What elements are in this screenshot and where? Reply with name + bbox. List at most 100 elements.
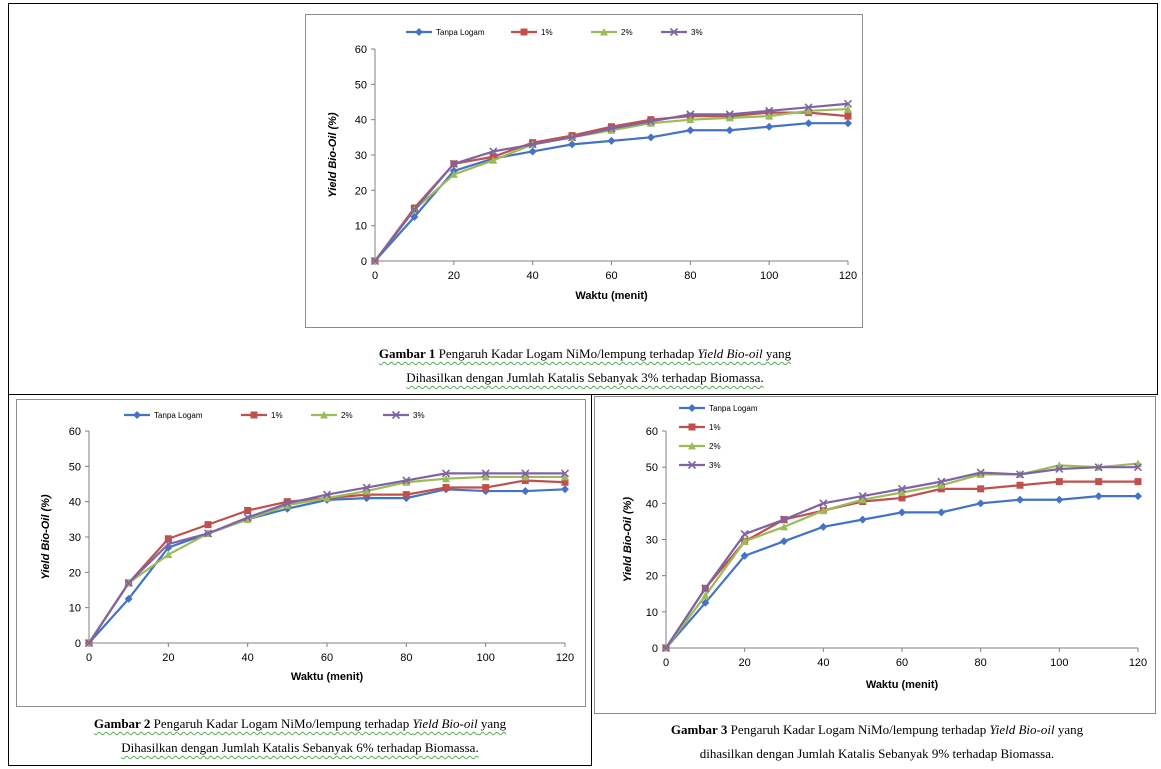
data-point	[164, 550, 173, 559]
data-point	[402, 478, 411, 486]
data-point	[1133, 463, 1143, 472]
data-point	[489, 147, 498, 156]
legend: Tanpa Logam 1% 2% 3%	[679, 404, 758, 470]
legend-label: Tanpa Logam	[154, 411, 203, 420]
data-point	[1134, 492, 1142, 501]
legend-marker	[687, 460, 697, 470]
data-point	[521, 487, 530, 496]
data-point	[322, 490, 332, 499]
y-tick-label: 20	[69, 567, 81, 579]
x-axis-title: Waktu (menit)	[291, 671, 364, 683]
data-point	[568, 140, 577, 149]
data-point	[725, 126, 734, 135]
series-3	[370, 99, 853, 266]
figure-frame-bottom-left	[8, 394, 592, 766]
data-point	[844, 112, 852, 120]
series-3	[84, 469, 570, 648]
data-point	[528, 140, 537, 149]
legend: Tanpa Logam 1% 2% 3%	[406, 27, 703, 37]
legend-marker	[415, 28, 423, 36]
data-point	[560, 469, 570, 478]
x-tick-label: 120	[556, 652, 574, 664]
x-tick-label: 120	[839, 270, 857, 282]
legend-marker	[600, 28, 608, 36]
chart-1-svg: 0 10 20 30 40 50 60 0 20 40 60 80 100 120 Waktu (menit…	[327, 27, 857, 302]
caption-1-label: Gambar 1	[378, 346, 436, 361]
data-point	[203, 529, 213, 538]
caption-1-line-1: Gambar 1 Pengaruh Kadar Logam NiMo/lempu…	[305, 342, 865, 366]
y-tick-label: 40	[646, 498, 658, 510]
data-point	[686, 126, 695, 135]
x-tick-label: 100	[1050, 657, 1068, 669]
series-line	[88, 479, 566, 644]
data-point	[607, 136, 616, 145]
series-3	[661, 463, 1143, 653]
data-point	[780, 522, 788, 531]
data-point	[1055, 478, 1063, 486]
caption-3-line-2: dihasilkan dengan Jumlah Katalis Sebanya…	[596, 742, 1158, 766]
x-tick-label: 0	[663, 657, 669, 669]
data-point	[1055, 464, 1064, 474]
chart-1: 0 10 20 30 40 50 60 0 20 40 60 80 100 120 Waktu (menit…	[305, 14, 863, 328]
data-point	[646, 133, 655, 142]
data-point	[164, 540, 173, 549]
x-tick-label: 40	[527, 270, 539, 282]
series-0	[662, 492, 1142, 652]
series-line	[665, 494, 1138, 649]
legend-marker	[320, 411, 328, 419]
data-point	[363, 491, 371, 499]
x-tick-label: 20	[739, 657, 751, 669]
chart-2-svg: 0 10 20 30 40 50 60 0 20 40 60 80 100 120 Waktu (menit…	[40, 410, 574, 683]
x-tick-label: 60	[896, 657, 908, 669]
data-point	[442, 484, 450, 492]
x-tick-label: 0	[86, 652, 92, 664]
data-point	[482, 484, 490, 492]
data-point	[283, 501, 292, 509]
legend-label: 2%	[709, 442, 721, 451]
x-tick-label: 60	[321, 652, 333, 664]
caption-3-label: Gambar 3	[670, 722, 728, 737]
data-point	[243, 515, 252, 523]
y-tick-label: 60	[355, 44, 367, 56]
caption-2-text-a: Pengaruh Kadar Logam NiMo/lempung terhad…	[150, 716, 413, 731]
y-tick-label: 30	[69, 532, 81, 544]
data-point	[323, 494, 331, 502]
data-point	[937, 485, 945, 493]
caption-1-line-2: Dihasilkan dengan Jumlah Katalis Sebanya…	[305, 366, 865, 390]
x-tick-label: 60	[605, 270, 617, 282]
y-tick-label: 50	[355, 79, 367, 91]
y-tick-label: 50	[69, 461, 81, 473]
data-point	[521, 469, 530, 478]
legend-label: 3%	[709, 461, 721, 470]
data-point	[740, 537, 749, 545]
x-axis-title: Waktu (menit)	[866, 679, 939, 691]
data-point	[561, 478, 569, 486]
data-point	[561, 472, 569, 481]
data-point	[804, 119, 813, 128]
data-point	[410, 205, 419, 214]
data-point	[646, 117, 655, 126]
data-point	[1016, 481, 1024, 489]
data-point	[819, 522, 828, 531]
data-point	[725, 113, 734, 122]
data-point	[646, 119, 655, 127]
data-point	[481, 472, 490, 481]
data-point	[528, 147, 537, 156]
data-point	[1015, 470, 1025, 479]
data-point	[701, 591, 710, 600]
x-tick-label: 0	[372, 270, 378, 282]
legend-marker	[688, 442, 696, 450]
y-tick-label: 60	[69, 426, 81, 438]
data-point	[976, 470, 985, 478]
data-point	[1095, 478, 1103, 486]
data-point	[449, 170, 458, 178]
data-point	[725, 110, 734, 119]
caption-2-text-b: yang	[477, 716, 507, 731]
x-tick-label: 100	[760, 270, 778, 282]
x-tick-label: 40	[242, 652, 254, 664]
y-tick-label: 0	[361, 256, 367, 268]
series-line	[374, 111, 849, 262]
caption-2: Gambar 2 Pengaruh Kadar Logam NiMo/lempu…	[10, 712, 590, 760]
legend-marker	[133, 411, 141, 419]
data-point	[898, 494, 906, 502]
